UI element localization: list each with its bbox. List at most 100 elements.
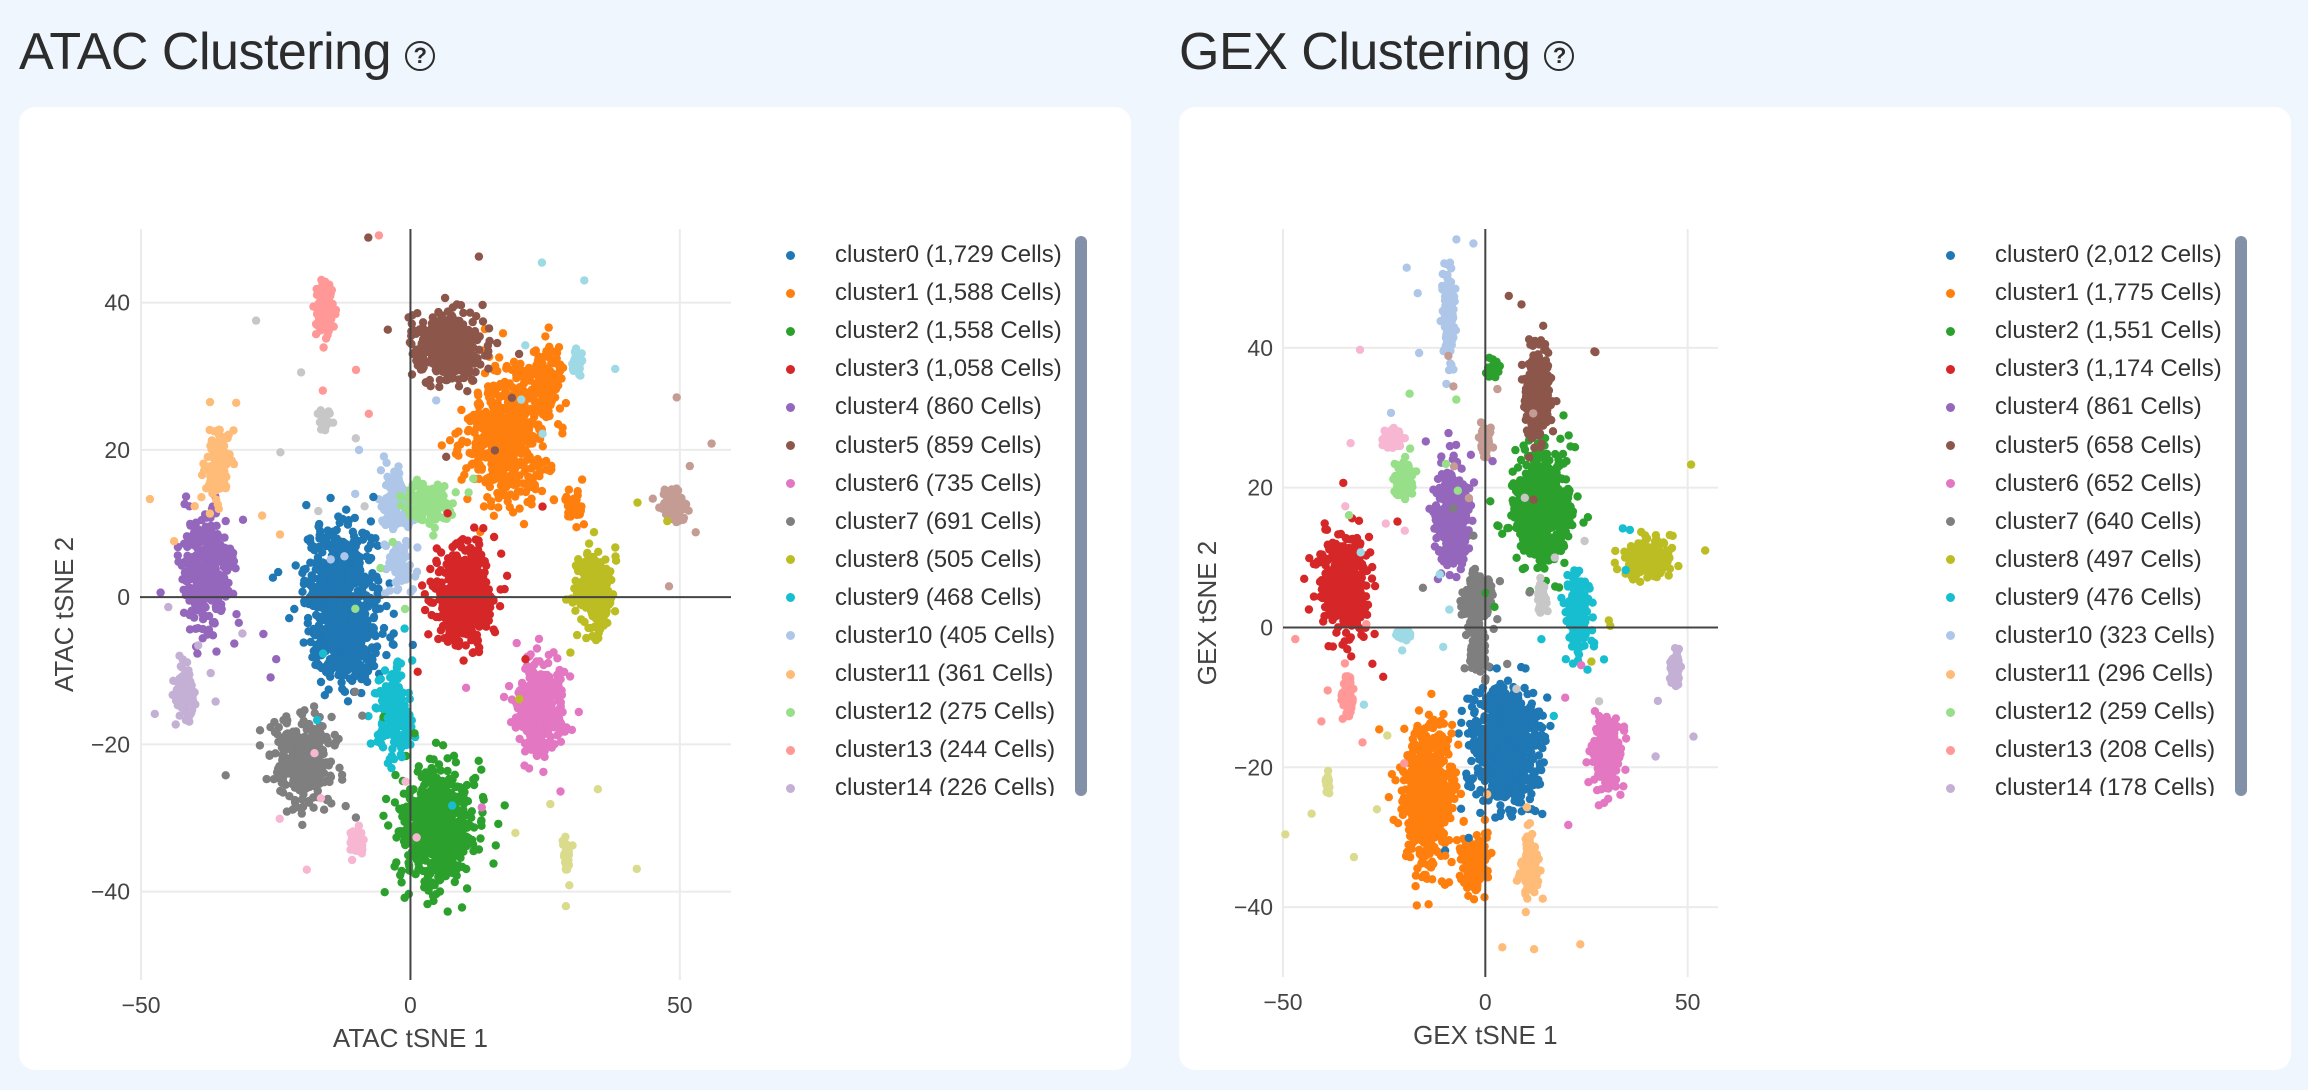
point-cluster1 bbox=[577, 475, 587, 484]
point-cluster0 bbox=[314, 660, 323, 670]
point-cluster6 bbox=[524, 764, 534, 773]
point-cluster6 bbox=[525, 730, 535, 740]
point-cluster6 bbox=[520, 747, 530, 756]
point-cluster0 bbox=[326, 575, 335, 584]
point-cluster0 bbox=[360, 644, 369, 654]
point-cluster5 bbox=[383, 325, 392, 334]
point-cluster0 bbox=[368, 655, 377, 664]
point-cluster7 bbox=[310, 782, 320, 791]
point-cluster1 bbox=[482, 474, 491, 483]
point-cluster1 bbox=[552, 359, 561, 368]
point-cluster5 bbox=[476, 360, 485, 369]
point-cluster5 bbox=[463, 367, 472, 376]
point-cluster0 bbox=[321, 606, 330, 615]
point-cluster1 bbox=[491, 384, 500, 394]
point-cluster2 bbox=[433, 831, 442, 840]
point-cluster5 bbox=[419, 354, 428, 363]
point-cluster1 bbox=[500, 389, 509, 398]
question-circle-icon[interactable]: ? bbox=[1544, 41, 1575, 71]
point-cluster4 bbox=[193, 624, 203, 633]
point-cluster2 bbox=[462, 884, 472, 893]
point-cluster2 bbox=[476, 834, 485, 843]
point-cluster1 bbox=[544, 406, 553, 416]
point-cluster8 bbox=[568, 598, 577, 607]
point-cluster5 bbox=[417, 339, 426, 348]
point-cluster3 bbox=[458, 624, 467, 633]
point-cluster0 bbox=[341, 560, 350, 569]
point-cluster4 bbox=[191, 564, 200, 574]
point-cluster2 bbox=[379, 811, 388, 820]
point-cluster0 bbox=[302, 500, 311, 510]
point-cluster2 bbox=[451, 758, 461, 767]
point-cluster5 bbox=[484, 347, 493, 356]
point-cluster2 bbox=[405, 861, 414, 870]
point-cluster8 bbox=[611, 543, 620, 552]
point-cluster0 bbox=[354, 613, 364, 623]
point-cluster4 bbox=[194, 586, 203, 595]
point-cluster12 bbox=[412, 510, 422, 520]
point-cluster4 bbox=[190, 527, 199, 537]
point-cluster3 bbox=[495, 602, 505, 611]
point-cluster7 bbox=[323, 736, 332, 745]
point-cluster1 bbox=[528, 407, 537, 417]
point-cluster2 bbox=[446, 779, 455, 789]
point-cluster2 bbox=[444, 813, 454, 822]
point-cluster2 bbox=[458, 840, 467, 850]
point-cluster3 bbox=[477, 591, 486, 600]
point-cluster7 bbox=[295, 742, 304, 751]
point-cluster3 bbox=[486, 603, 495, 612]
point-cluster3 bbox=[470, 631, 479, 640]
point-cluster1 bbox=[462, 464, 471, 473]
question-circle-icon[interactable]: ? bbox=[405, 41, 436, 71]
point-cluster2 bbox=[459, 799, 469, 809]
point-cluster5 bbox=[436, 355, 445, 364]
point-cluster4 bbox=[206, 551, 215, 560]
point-cluster8 bbox=[606, 598, 615, 608]
point-cluster2 bbox=[413, 767, 422, 776]
point-cluster1 bbox=[532, 470, 541, 480]
point-cluster3 bbox=[441, 568, 450, 577]
point-cluster2 bbox=[416, 801, 426, 810]
point-cluster3 bbox=[443, 637, 453, 646]
point-cluster11 bbox=[205, 509, 215, 518]
point-cluster7 bbox=[303, 740, 312, 749]
point-cluster11 bbox=[215, 425, 224, 435]
point-cluster5 bbox=[440, 293, 450, 303]
point-cluster7 bbox=[298, 765, 308, 774]
point-cluster0 bbox=[332, 539, 341, 548]
point-cluster8 bbox=[584, 539, 594, 548]
point-cluster0 bbox=[311, 565, 320, 574]
point-cluster9 bbox=[383, 703, 393, 712]
point-cluster1 bbox=[549, 495, 558, 504]
point-cluster2 bbox=[419, 836, 428, 845]
point-cluster1 bbox=[523, 449, 532, 458]
point-cluster11 bbox=[205, 397, 215, 407]
point-cluster7 bbox=[330, 730, 339, 740]
point-cluster3 bbox=[490, 628, 500, 637]
point-cluster7 bbox=[262, 774, 271, 784]
point-cluster2 bbox=[380, 888, 389, 897]
point-cluster0 bbox=[366, 540, 376, 549]
point-cluster6 bbox=[518, 721, 527, 730]
point-cluster5 bbox=[416, 327, 426, 337]
point-cluster1 bbox=[508, 457, 517, 466]
point-cluster0 bbox=[298, 587, 307, 596]
point-cluster3 bbox=[474, 602, 483, 611]
point-cluster6 bbox=[528, 741, 537, 751]
point-cluster1 bbox=[557, 374, 566, 383]
point-cluster3 bbox=[413, 667, 422, 676]
point-cluster0 bbox=[311, 631, 320, 640]
point-cluster1 bbox=[486, 438, 495, 447]
point-cluster0 bbox=[350, 671, 360, 680]
point-cluster1 bbox=[549, 370, 558, 379]
point-cluster3 bbox=[496, 585, 505, 594]
point-cluster3 bbox=[485, 610, 494, 619]
point-cluster0 bbox=[325, 655, 335, 664]
point-cluster7 bbox=[298, 795, 307, 804]
point-cluster8 bbox=[601, 555, 610, 564]
point-cluster1 bbox=[555, 366, 565, 376]
point-cluster10 bbox=[395, 571, 404, 580]
point-cluster12 bbox=[412, 475, 422, 484]
point-cluster6 bbox=[543, 718, 553, 728]
